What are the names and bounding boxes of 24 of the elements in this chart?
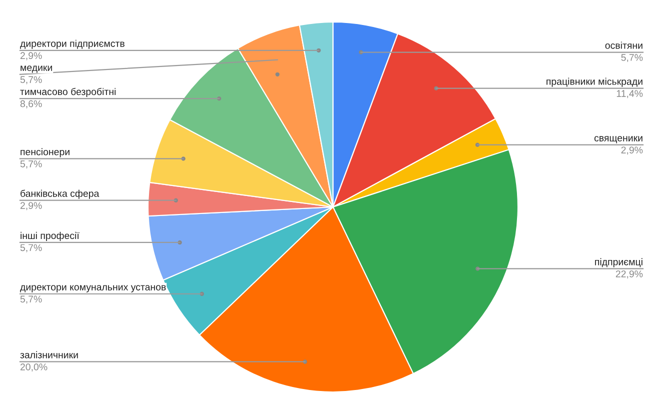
slice-label: залізничники — [20, 351, 78, 358]
data-label: 2,9% — [20, 202, 42, 210]
data-label: 2,9% — [621, 146, 643, 155]
data-label: 5,7% — [20, 296, 42, 304]
data-label: 20,0% — [20, 363, 48, 372]
slice-label: священики — [594, 136, 642, 144]
data-label: 5,7% — [20, 160, 42, 168]
data-label: 11,4% — [616, 90, 643, 98]
data-label: 5,7% — [20, 76, 42, 84]
data-label: 2,9% — [20, 52, 42, 60]
slice-label: тимчасово безробітні — [20, 88, 116, 98]
slice-label: підприємці — [595, 258, 642, 268]
slice-label: освітяни — [605, 42, 642, 49]
slice-label: банківська сфера — [20, 190, 100, 199]
data-label: 22,9% — [616, 270, 643, 278]
data-label: 8,6% — [20, 100, 42, 108]
slice-label: медики — [20, 66, 52, 73]
slice-label: інші професії — [20, 232, 80, 241]
slice-label: директори комунальних установ — [20, 285, 166, 292]
data-label: 5,7% — [621, 54, 643, 62]
slice-label: пенсіонери — [20, 148, 70, 158]
slice-label: працівники міськради — [546, 78, 642, 87]
slice-label: директори підприємств — [20, 40, 124, 49]
data-label: 5,7% — [20, 244, 42, 252]
